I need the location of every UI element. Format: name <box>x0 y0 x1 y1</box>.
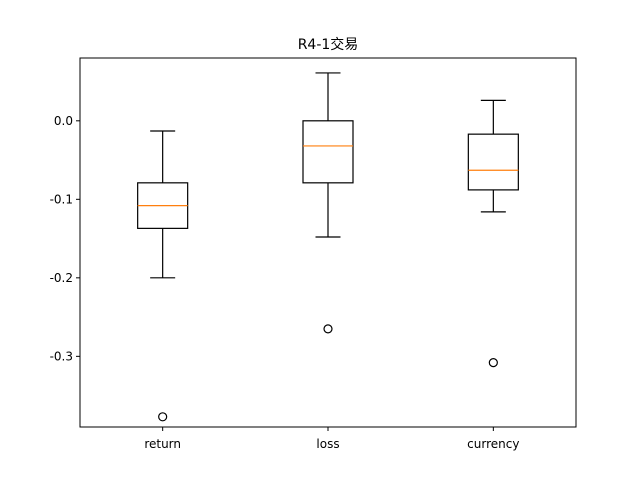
x-tick-label: return <box>144 437 181 451</box>
y-tick-label: 0.0 <box>54 114 73 128</box>
box-loss <box>302 72 354 334</box>
x-tick-label: currency <box>467 437 519 451</box>
chart-title: R4-1交易 <box>298 36 359 53</box>
iqr-box <box>467 133 519 191</box>
x-axis: return loss currency <box>144 427 519 451</box>
outlier-point <box>323 324 333 334</box>
y-tick-label: -0.2 <box>50 271 73 285</box>
y-tick-label: -0.1 <box>50 192 73 206</box>
box-return <box>137 130 189 422</box>
outlier-point <box>158 412 168 422</box>
outlier-point <box>488 358 498 368</box>
y-axis: 0.0 -0.1 -0.2 -0.3 <box>50 114 80 363</box>
y-tick-label: -0.3 <box>50 349 73 363</box>
x-tick-label: loss <box>316 437 339 451</box>
box-currency <box>467 99 519 368</box>
iqr-box <box>302 120 354 184</box>
boxes <box>137 72 519 422</box>
